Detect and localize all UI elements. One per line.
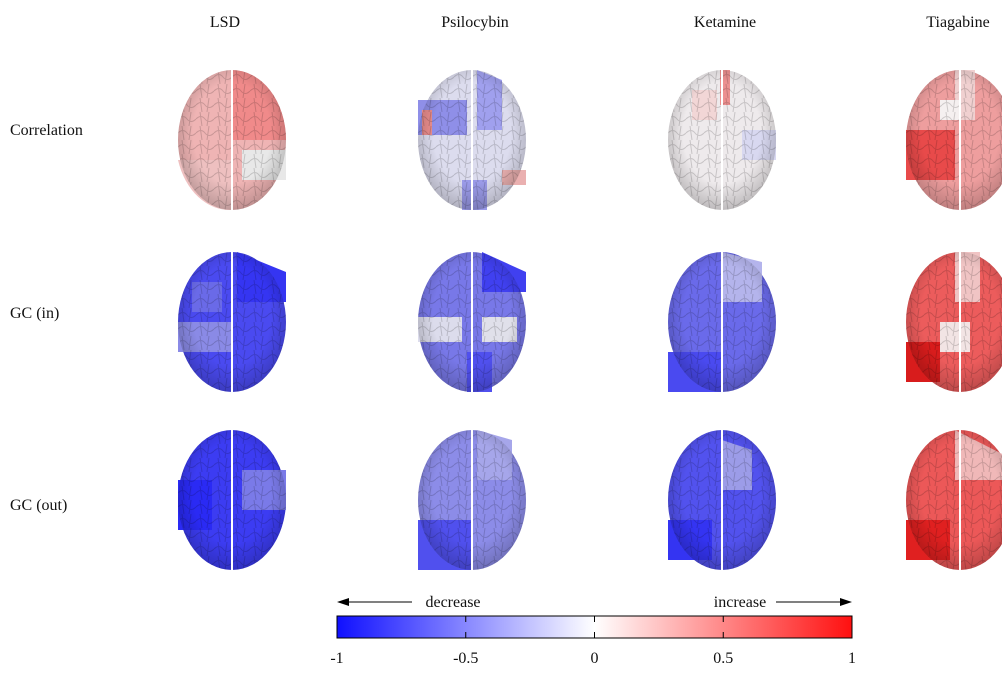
arrow-head — [337, 598, 349, 606]
brain — [906, 430, 1002, 570]
figure: LSD Psilocybin Ketamine Tiagabine Correlati… — [0, 0, 1002, 668]
brain-grid — [178, 70, 1002, 570]
column-header: Psilocybin — [441, 14, 509, 31]
tick-label: 0 — [591, 650, 599, 667]
row-label: GC (out) — [10, 497, 67, 514]
brain — [418, 430, 526, 570]
colorbar: decrease increase -1 -0.5 0 0.5 1 — [330, 594, 856, 667]
column-header: Ketamine — [694, 14, 756, 31]
column-header: LSD — [210, 14, 240, 31]
brain — [906, 70, 1002, 210]
column-header: Tiagabine — [926, 14, 989, 31]
brain — [668, 430, 776, 570]
column-headers: LSD Psilocybin Ketamine Tiagabine — [210, 14, 990, 31]
arrow-head — [840, 598, 852, 606]
brain — [178, 252, 286, 392]
brain — [178, 70, 286, 210]
tick-label: 0.5 — [713, 650, 733, 667]
tick-label: 1 — [848, 650, 856, 667]
brain — [906, 252, 1002, 392]
brain — [668, 252, 776, 392]
brain — [668, 70, 776, 210]
page: {"columns": ["LSD", "Psilocybin", "Ketam… — [0, 0, 1002, 668]
row-label: Correlation — [10, 122, 83, 139]
tick-label: -0.5 — [453, 650, 478, 667]
row-label: GC (in) — [10, 305, 59, 322]
brain — [418, 70, 526, 210]
row-labels: Correlation GC (in) GC (out) — [10, 122, 83, 514]
decrease-label: decrease — [425, 594, 480, 611]
brain — [178, 430, 286, 570]
increase-label: increase — [714, 594, 766, 611]
tick-label: -1 — [330, 650, 343, 667]
brain — [418, 252, 526, 392]
